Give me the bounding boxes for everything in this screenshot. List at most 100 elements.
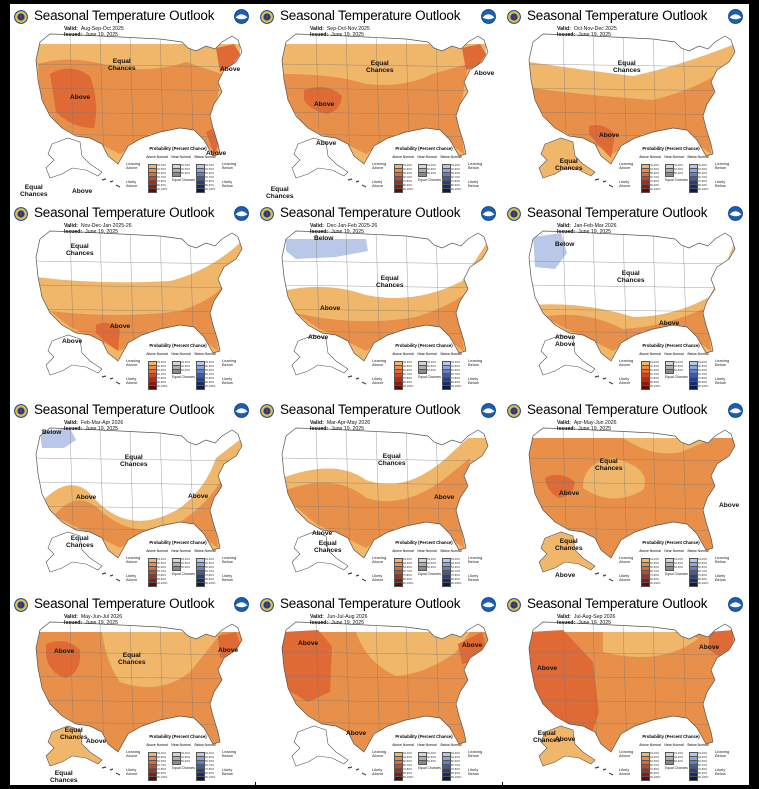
legend-swatch-near: [172, 172, 181, 177]
legend-percent: 90-100%: [205, 385, 216, 388]
legend-title: Probability (Percent Chance): [149, 146, 207, 151]
issued-line: Issued: June 19, 2025: [557, 620, 612, 626]
legend-side-label: Leaning Below: [468, 555, 483, 565]
legend-percent: 33-40%: [157, 752, 166, 755]
legend-percent: 33-40%: [181, 164, 190, 167]
legend-swatch-above: [394, 776, 403, 781]
legend-side-label: Likely Below: [715, 767, 726, 777]
legend-swatch-below: [689, 188, 698, 193]
legend-percent: 40-50%: [674, 756, 683, 759]
legend-title: Probability (Percent Chance): [149, 734, 207, 739]
legend-percent: 60-70%: [451, 373, 460, 376]
legend-equal-chances: Equal Chances: [418, 375, 441, 379]
legend-side-label: Likely Below: [715, 179, 726, 189]
legend-percent: 50-60%: [427, 172, 436, 175]
legend-side-label: Leaning Below: [715, 358, 730, 368]
legend-column-header: Near Normal: [417, 743, 437, 747]
outlook-panel-6: Seasonal Temperature Outlook Valid: Jan-F…: [503, 201, 749, 397]
legend-title: Probability (Percent Chance): [642, 540, 700, 545]
legend-percent: 70-80%: [698, 377, 707, 380]
legend-column-header: Above Normal: [146, 549, 168, 553]
legend-percent: 60-70%: [205, 373, 214, 376]
legend-percent: 90-100%: [403, 385, 414, 388]
outlook-panel-10: Seasonal Temperature Outlook Valid: May-J…: [10, 592, 255, 785]
us-map: [281, 621, 489, 776]
noaa-logo-icon: [728, 9, 743, 24]
legend-percent: 50-60%: [674, 760, 683, 763]
region-label: Above: [316, 140, 337, 147]
legend-equal-chances: Equal Chances: [418, 766, 441, 770]
legend-swatch-above: [148, 385, 157, 390]
us-map: [35, 621, 243, 776]
us-map: [281, 33, 489, 188]
legend-side-label: Leaning Above: [619, 555, 634, 565]
region-label: Above: [555, 572, 576, 579]
us-map: [35, 427, 243, 582]
legend-percent: 50-60%: [403, 566, 412, 569]
legend-percent: 40-50%: [403, 365, 412, 368]
outlook-grid: Seasonal Temperature Outlook Valid: Aug-S…: [10, 4, 749, 785]
noaa-logo-icon: [234, 403, 249, 418]
region-label: Above: [188, 493, 209, 500]
legend-percent: 40-50%: [674, 365, 683, 368]
legend-percent: 40-50%: [157, 756, 166, 759]
legend-side-label: Leaning Below: [222, 358, 237, 368]
valid-line: Valid: Nov-Dec-Jan 2025-26: [64, 223, 132, 229]
nws-logo-icon: [260, 207, 274, 221]
us-map: [281, 427, 489, 582]
legend-percent: 90-100%: [698, 188, 709, 191]
legend-percent: 60-70%: [698, 570, 707, 573]
legend-title: Probability (Percent Chance): [149, 540, 207, 545]
legend-percent: 40-50%: [427, 756, 436, 759]
outlook-panel-3: Seasonal Temperature Outlook Valid: Oct-N…: [503, 4, 749, 200]
legend-column-header: Above Normal: [146, 352, 168, 356]
region-label: Equal Chances: [376, 275, 404, 289]
legend-percent: 70-80%: [698, 574, 707, 577]
legend-column-header: Below Normal: [194, 352, 216, 356]
legend-percent: 70-80%: [698, 180, 707, 183]
legend-percent: 33-40%: [427, 558, 436, 561]
legend-percent: 33-40%: [403, 164, 412, 167]
legend-percent: 40-50%: [427, 168, 436, 171]
legend-swatch-below: [196, 385, 205, 390]
legend-percent: 90-100%: [698, 776, 709, 779]
region-label: Equal Chances: [533, 730, 561, 744]
legend-percent: 50-60%: [403, 369, 412, 372]
legend-percent: 80-90%: [650, 772, 659, 775]
legend-side-label: Likely Below: [468, 179, 479, 189]
legend-swatch-near: [418, 566, 427, 571]
legend-swatch-below: [442, 776, 451, 781]
legend-percent: 80-90%: [157, 772, 166, 775]
legend-side-label: Likely Above: [126, 179, 138, 189]
legend-percent: 50-60%: [427, 566, 436, 569]
legend-side-label: Likely Below: [468, 376, 479, 386]
issued-line: Issued: June 19, 2025: [310, 426, 365, 432]
legend-percent: 60-70%: [205, 570, 214, 573]
legend-percent: 33-40%: [427, 164, 436, 167]
legend-percent: 80-90%: [403, 381, 412, 384]
legend-side-label: Leaning Below: [222, 161, 237, 171]
legend-percent: 80-90%: [451, 184, 460, 187]
region-label: Above: [555, 736, 576, 743]
us-map: [528, 427, 736, 582]
panel-title: Seasonal Temperature Outlook: [527, 402, 708, 417]
legend-percent: 70-80%: [451, 574, 460, 577]
legend-side-label: Leaning Above: [372, 555, 387, 565]
legend-percent: 90-100%: [403, 188, 414, 191]
legend-percent: 33-40%: [205, 752, 214, 755]
legend-percent: 33-40%: [674, 558, 683, 561]
region-label: Above: [312, 530, 333, 537]
legend-side-label: Likely Below: [222, 179, 233, 189]
region-label: Equal Chances: [66, 535, 94, 549]
legend-percent: 33-40%: [427, 361, 436, 364]
legend-percent: 40-50%: [181, 562, 190, 565]
nws-logo-icon: [507, 207, 521, 221]
legend-percent: 70-80%: [205, 768, 214, 771]
legend-percent: 33-40%: [205, 361, 214, 364]
legend-percent: 80-90%: [157, 184, 166, 187]
probability-legend: Probability (Percent Chance) Above Normal…: [372, 734, 494, 781]
region-label: Above: [555, 341, 576, 348]
outlook-panel-7: Seasonal Temperature Outlook Valid: Feb-M…: [10, 398, 255, 591]
legend-percent: 70-80%: [205, 574, 214, 577]
legend-percent: 40-50%: [403, 168, 412, 171]
